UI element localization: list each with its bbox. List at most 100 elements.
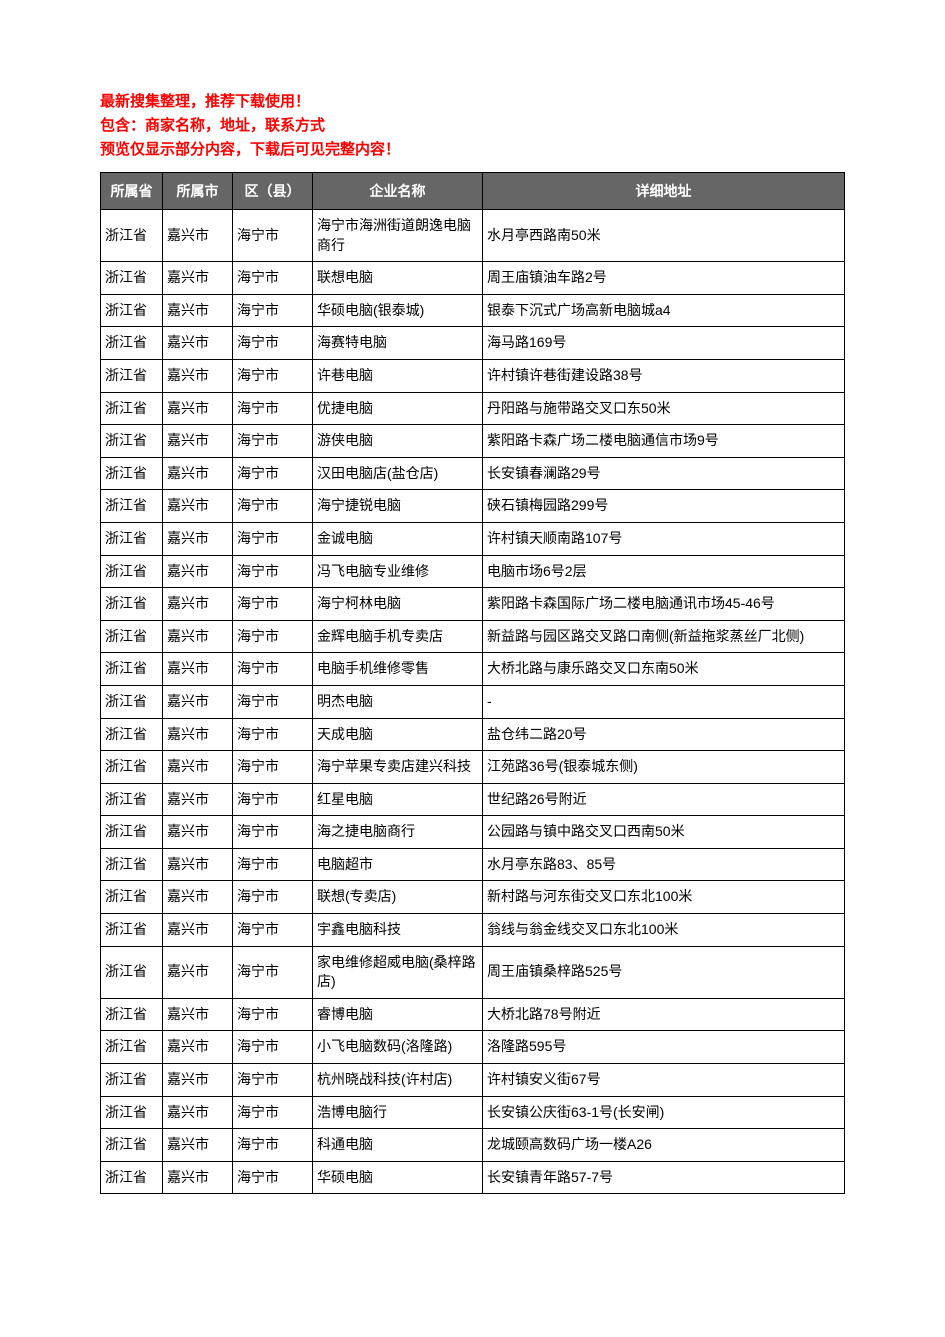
header-line-1: 最新搜集整理，推荐下载使用！ [100, 90, 845, 114]
table-cell: 海宁市 [233, 620, 313, 653]
table-cell: 海宁市 [233, 998, 313, 1031]
table-cell: 浙江省 [101, 327, 163, 360]
table-cell: 浙江省 [101, 294, 163, 327]
table-cell: 嘉兴市 [163, 588, 233, 621]
table-cell: 浙江省 [101, 946, 163, 998]
table-cell: 海宁市 [233, 718, 313, 751]
table-cell: 浙江省 [101, 998, 163, 1031]
table-cell: 大桥北路78号附近 [483, 998, 845, 1031]
table-cell: 冯飞电脑专业维修 [313, 555, 483, 588]
table-cell: 嘉兴市 [163, 555, 233, 588]
table-cell: 嘉兴市 [163, 848, 233, 881]
table-cell: 浙江省 [101, 685, 163, 718]
table-cell: 浙江省 [101, 751, 163, 784]
table-cell: 海宁市 [233, 1064, 313, 1097]
table-cell: 嘉兴市 [163, 620, 233, 653]
table-cell: 浙江省 [101, 1129, 163, 1162]
table-cell: 浙江省 [101, 210, 163, 262]
table-cell: 嘉兴市 [163, 1161, 233, 1194]
table-cell: 海宁市 [233, 210, 313, 262]
table-row: 浙江省嘉兴市海宁市宇鑫电脑科技翁线与翁金线交叉口东北100米 [101, 914, 845, 947]
table-cell: 海宁市 [233, 425, 313, 458]
table-cell: 小飞电脑数码(洛隆路) [313, 1031, 483, 1064]
table-cell: 硖石镇梅园路299号 [483, 490, 845, 523]
table-row: 浙江省嘉兴市海宁市冯飞电脑专业维修电脑市场6号2层 [101, 555, 845, 588]
table-cell: 浙江省 [101, 522, 163, 555]
table-cell: 嘉兴市 [163, 914, 233, 947]
table-cell: 海宁市 [233, 653, 313, 686]
table-cell: 嘉兴市 [163, 457, 233, 490]
table-cell: 嘉兴市 [163, 522, 233, 555]
table-head: 所属省 所属市 区（县） 企业名称 详细地址 [101, 173, 845, 210]
table-cell: 海宁市 [233, 294, 313, 327]
table-cell: 盐仓纬二路20号 [483, 718, 845, 751]
table-cell: 浙江省 [101, 1031, 163, 1064]
table-cell: 嘉兴市 [163, 1096, 233, 1129]
table-cell: 公园路与镇中路交叉口西南50米 [483, 816, 845, 849]
table-cell: 海宁市 [233, 457, 313, 490]
table-cell: 浙江省 [101, 392, 163, 425]
table-cell: 丹阳路与施带路交叉口东50米 [483, 392, 845, 425]
table-cell: 嘉兴市 [163, 685, 233, 718]
table-cell: 海宁市 [233, 816, 313, 849]
table-row: 浙江省嘉兴市海宁市海宁捷锐电脑硖石镇梅园路299号 [101, 490, 845, 523]
table-cell: 海宁市 [233, 914, 313, 947]
table-cell: 水月亭西路南50米 [483, 210, 845, 262]
data-table: 所属省 所属市 区（县） 企业名称 详细地址 浙江省嘉兴市海宁市海宁市海洲街道朗… [100, 172, 845, 1194]
table-cell: 华硕电脑 [313, 1161, 483, 1194]
table-row: 浙江省嘉兴市海宁市天成电脑盐仓纬二路20号 [101, 718, 845, 751]
table-cell: 海宁市 [233, 751, 313, 784]
table-cell: 浩博电脑行 [313, 1096, 483, 1129]
table-cell: 海之捷电脑商行 [313, 816, 483, 849]
table-cell: 嘉兴市 [163, 751, 233, 784]
col-header-company: 企业名称 [313, 173, 483, 210]
table-cell: 世纪路26号附近 [483, 783, 845, 816]
table-cell: 长安镇公庆街63-1号(长安闸) [483, 1096, 845, 1129]
table-cell: 嘉兴市 [163, 946, 233, 998]
table-cell: 嘉兴市 [163, 327, 233, 360]
table-cell: 嘉兴市 [163, 653, 233, 686]
table-header-row: 所属省 所属市 区（县） 企业名称 详细地址 [101, 173, 845, 210]
col-header-address: 详细地址 [483, 173, 845, 210]
table-cell: 浙江省 [101, 881, 163, 914]
table-cell: 联想(专卖店) [313, 881, 483, 914]
table-cell: 新益路与园区路交叉路口南侧(新益拖浆蒸丝厂北侧) [483, 620, 845, 653]
table-cell: 汉田电脑店(盐仓店) [313, 457, 483, 490]
table-cell: 金诚电脑 [313, 522, 483, 555]
table-cell: 海宁市 [233, 881, 313, 914]
table-cell: 银泰下沉式广场高新电脑城a4 [483, 294, 845, 327]
table-cell: 长安镇春澜路29号 [483, 457, 845, 490]
table-row: 浙江省嘉兴市海宁市电脑手机维修零售大桥北路与康乐路交叉口东南50米 [101, 653, 845, 686]
table-cell: 海宁市 [233, 588, 313, 621]
table-cell: 天成电脑 [313, 718, 483, 751]
table-row: 浙江省嘉兴市海宁市海宁苹果专卖店建兴科技江苑路36号(银泰城东侧) [101, 751, 845, 784]
table-row: 浙江省嘉兴市海宁市红星电脑世纪路26号附近 [101, 783, 845, 816]
table-body: 浙江省嘉兴市海宁市海宁市海洲街道朗逸电脑商行水月亭西路南50米浙江省嘉兴市海宁市… [101, 210, 845, 1194]
table-cell: 长安镇青年路57-7号 [483, 1161, 845, 1194]
table-cell: 海宁市 [233, 848, 313, 881]
table-cell: 周王庙镇油车路2号 [483, 262, 845, 295]
table-cell: 海宁市 [233, 1161, 313, 1194]
table-cell: 海宁市 [233, 1031, 313, 1064]
table-cell: 浙江省 [101, 555, 163, 588]
table-cell: 浙江省 [101, 848, 163, 881]
table-cell: 嘉兴市 [163, 1031, 233, 1064]
table-cell: 科通电脑 [313, 1129, 483, 1162]
table-cell: 龙城颐高数码广场一楼A26 [483, 1129, 845, 1162]
table-cell: 宇鑫电脑科技 [313, 914, 483, 947]
header-line-2: 包含：商家名称，地址，联系方式 [100, 114, 845, 138]
table-cell: 家电维修超威电脑(桑梓路店) [313, 946, 483, 998]
table-cell: 海宁柯林电脑 [313, 588, 483, 621]
table-cell: 海赛特电脑 [313, 327, 483, 360]
table-cell: 大桥北路与康乐路交叉口东南50米 [483, 653, 845, 686]
table-row: 浙江省嘉兴市海宁市联想电脑周王庙镇油车路2号 [101, 262, 845, 295]
table-row: 浙江省嘉兴市海宁市优捷电脑丹阳路与施带路交叉口东50米 [101, 392, 845, 425]
table-cell: 海宁市 [233, 392, 313, 425]
table-cell: 新村路与河东街交叉口东北100米 [483, 881, 845, 914]
table-row: 浙江省嘉兴市海宁市科通电脑龙城颐高数码广场一楼A26 [101, 1129, 845, 1162]
table-cell: 华硕电脑(银泰城) [313, 294, 483, 327]
table-cell: 翁线与翁金线交叉口东北100米 [483, 914, 845, 947]
table-row: 浙江省嘉兴市海宁市海宁市海洲街道朗逸电脑商行水月亭西路南50米 [101, 210, 845, 262]
table-cell: 嘉兴市 [163, 783, 233, 816]
table-row: 浙江省嘉兴市海宁市小飞电脑数码(洛隆路)洛隆路595号 [101, 1031, 845, 1064]
